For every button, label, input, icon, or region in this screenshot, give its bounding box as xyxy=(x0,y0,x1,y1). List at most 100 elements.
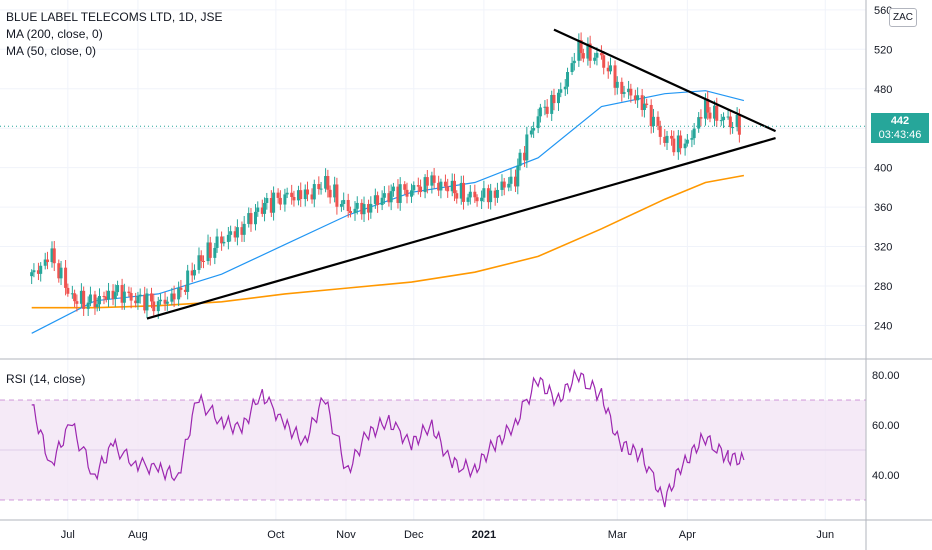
candle-body xyxy=(665,135,669,143)
candle-body xyxy=(367,204,371,213)
currency-badge[interactable]: ZAC xyxy=(889,8,917,27)
support-trendline xyxy=(146,137,776,320)
candle-body xyxy=(206,242,210,262)
candle-body xyxy=(462,182,466,202)
candle-body xyxy=(697,117,701,129)
candle-body xyxy=(360,202,364,215)
candle-body xyxy=(57,263,61,279)
candle-body xyxy=(656,116,660,126)
candle-body xyxy=(715,105,719,121)
time-tick-label: Aug xyxy=(128,529,148,541)
candle-body xyxy=(713,105,717,119)
ma50-legend[interactable]: MA (50, close, 0) xyxy=(6,44,97,58)
candle-body xyxy=(122,291,126,303)
candle-body xyxy=(97,296,101,305)
candle-body xyxy=(581,53,585,59)
candle-body xyxy=(570,63,574,73)
candle-body xyxy=(220,236,224,244)
rsi-legend[interactable]: RSI (14, close) xyxy=(6,372,86,386)
candle-body xyxy=(317,184,321,190)
grid-lines xyxy=(0,0,866,520)
candle-body xyxy=(670,135,674,139)
candle-body xyxy=(545,106,549,114)
candle-body xyxy=(640,95,644,111)
candle-body xyxy=(88,294,92,303)
candle-body xyxy=(79,290,83,304)
candle-body xyxy=(588,43,592,61)
price-tick-label: 480 xyxy=(874,84,892,96)
candle-body xyxy=(405,189,409,197)
candle-body xyxy=(685,139,689,144)
candle-body xyxy=(163,299,167,304)
resistance-trendline xyxy=(553,28,777,133)
candle-body xyxy=(179,287,183,290)
candle-body xyxy=(319,188,323,190)
candle-body xyxy=(507,183,511,188)
candle-body xyxy=(183,289,187,292)
candle-body xyxy=(86,302,90,309)
candle-body xyxy=(59,267,63,279)
candle-body xyxy=(706,98,710,113)
candle-body xyxy=(36,270,40,274)
last-price-tag: 442 03:43:46 xyxy=(871,113,929,143)
candle-body xyxy=(39,265,43,274)
candle-body xyxy=(633,95,637,101)
candle-body xyxy=(538,107,542,117)
candle-body xyxy=(104,296,108,300)
candle-body xyxy=(276,192,280,198)
candle-body xyxy=(552,94,556,104)
rsi-band xyxy=(0,399,866,501)
candle-body xyxy=(480,197,484,202)
price-tick-label: 520 xyxy=(874,44,892,56)
candle-body xyxy=(172,293,176,300)
candle-body xyxy=(651,116,655,127)
candle-body xyxy=(489,190,493,203)
candle-body xyxy=(339,203,343,207)
candle-body xyxy=(615,81,619,88)
candle-body xyxy=(566,72,570,87)
candle-body xyxy=(373,195,377,204)
candle-body xyxy=(290,192,294,197)
candle-body xyxy=(663,136,667,143)
candle-body xyxy=(263,202,267,214)
bar-countdown: 03:43:46 xyxy=(878,129,922,141)
price-axis-ticks: 240280320360400440480520560 xyxy=(874,5,892,333)
candle-body xyxy=(312,184,316,200)
candle-body xyxy=(443,181,447,187)
candle-body xyxy=(466,197,470,202)
candle-body xyxy=(468,191,472,198)
candle-body xyxy=(335,184,339,207)
candle-body xyxy=(482,188,486,198)
last-price-value: 442 xyxy=(890,115,910,127)
ma200-legend[interactable]: MA (200, close, 0) xyxy=(6,27,103,41)
candle-body xyxy=(283,194,287,205)
candle-body xyxy=(735,114,739,128)
candle-body xyxy=(559,89,563,93)
candle-body xyxy=(608,65,612,72)
candle-body xyxy=(550,94,554,114)
candle-body xyxy=(389,191,393,203)
candle-body xyxy=(93,294,97,308)
rsi-line xyxy=(31,368,745,508)
rsi-axis-ticks: 40.00 60.00 80.00 xyxy=(872,370,900,482)
candle-body xyxy=(82,290,86,309)
candle-body xyxy=(199,255,203,261)
time-axis-ticks: Jul Aug Oct Nov Dec 2021 Mar Apr Jun xyxy=(61,529,834,541)
candle-body xyxy=(523,152,527,161)
candle-body xyxy=(127,291,131,294)
candle-body xyxy=(398,184,402,203)
candle-body xyxy=(509,176,513,184)
candle-body xyxy=(369,203,373,213)
candle-body xyxy=(658,125,662,137)
candle-body xyxy=(260,207,264,214)
candle-body xyxy=(563,86,567,90)
candle-body xyxy=(32,270,36,273)
price-tick-label: 360 xyxy=(874,202,892,214)
candle-body xyxy=(599,52,603,56)
candle-body xyxy=(403,184,407,190)
candle-body xyxy=(728,116,732,128)
candle-body xyxy=(107,290,111,300)
candle-body xyxy=(410,190,414,197)
candle-body xyxy=(690,138,694,140)
